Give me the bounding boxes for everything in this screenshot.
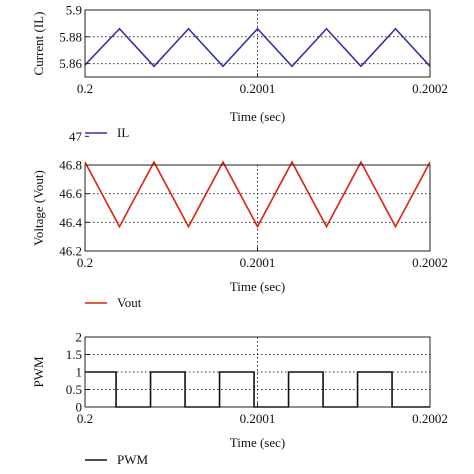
- current-y-tick-label-0: 5.86: [59, 56, 82, 71]
- voltage-x-tick-label-2: 0.2002: [412, 255, 448, 270]
- current-x-tick-label-1: 0.2001: [240, 81, 276, 96]
- voltage-legend-label: Vout: [117, 295, 142, 310]
- voltage-series-line-0: [84, 160, 431, 229]
- pwm-x-tick-label-0: 0.2: [77, 411, 93, 426]
- pwm-legend-label: PWM: [117, 452, 149, 467]
- pwm-chart: 0 0.5 1 1.5 2 0.2 0.2001 0.2002 Time (sec) PWM PWM: [31, 330, 448, 468]
- pwm-y-tick-label-3: 1.5: [66, 347, 82, 362]
- pwm-y-tick-label-1: 0.5: [66, 382, 82, 397]
- pwm-series-line-0: [85, 371, 430, 408]
- current-y-tick-label-2: 5.9: [66, 3, 82, 18]
- current-x-tick-label-2: 0.2002: [412, 81, 448, 96]
- pwm-x-tick-label-2: 0.2002: [412, 411, 448, 426]
- voltage-y-tick-label-4: 47: [69, 129, 83, 144]
- voltage-chart: 46.2 46.4 46.6 46.8 47 0.2 0.2001 0.2002 Time (s…: [31, 129, 448, 310]
- voltage-x-tick-label-0: 0.2: [77, 255, 93, 270]
- voltage-y-tick-label-2: 46.6: [59, 186, 82, 201]
- pwm-x-tick-label-1: 0.2001: [240, 411, 276, 426]
- current-x-tick-label-0: 0.2: [77, 81, 93, 96]
- current-y-tick-label-1: 5.88: [59, 29, 82, 44]
- pwm-y-tick-label-4: 2: [76, 330, 83, 345]
- current-chart: 5.86 5.88 5.9 0.2 0.2001 0.2002 Time (sec) Curr…: [31, 3, 448, 141]
- current-y-axis-label: Current (IL): [31, 12, 46, 76]
- pwm-y-axis-label: PWM: [31, 356, 46, 388]
- voltage-y-axis-label: Voltage (Vout): [31, 170, 46, 246]
- pwm-y-tick-label-0: 0: [76, 400, 83, 415]
- voltage-y-tick-label-3: 46.8: [59, 158, 82, 173]
- voltage-y-tick-label-0: 46.2: [59, 244, 82, 259]
- voltage-x-tick-label-1: 0.2001: [240, 255, 276, 270]
- pwm-y-tick-label-2: 1: [76, 365, 83, 380]
- voltage-y-tick-label-1: 46.4: [59, 215, 82, 230]
- current-x-axis-label: Time (sec): [230, 109, 286, 124]
- current-legend-label: IL: [117, 125, 129, 140]
- voltage-x-axis-label: Time (sec): [230, 279, 286, 294]
- pwm-x-axis-label: Time (sec): [230, 435, 286, 450]
- current-series-line-0: [84, 27, 431, 68]
